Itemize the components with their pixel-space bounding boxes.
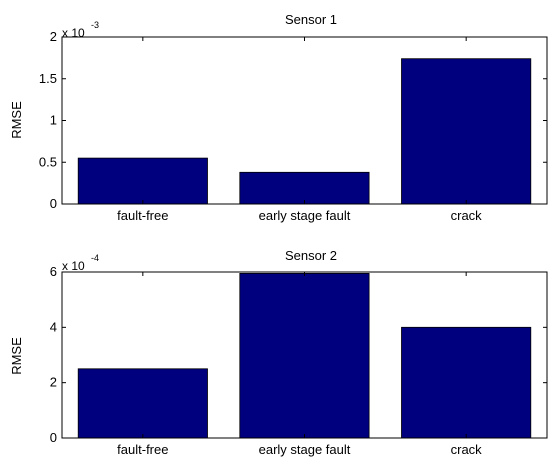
sensor-1-title: Sensor 1 (285, 12, 337, 27)
sensor-1-ytick-label-0: 0 (50, 196, 57, 211)
sensor-2-bars (77, 272, 532, 439)
sensor-2-exponent-base: x 10 (62, 259, 85, 273)
sensor-2-bar-1 (239, 272, 370, 439)
sensor-2-xtick-labels: fault-free early stage fault crack (117, 442, 482, 457)
sensor-2-title: Sensor 2 (285, 248, 337, 263)
sensor-2-xtick-label-1: early stage fault (259, 442, 351, 457)
sensor-2-xtick-label-0: fault-free (117, 442, 168, 457)
sensor-1-xtick-label-1: early stage fault (259, 208, 351, 223)
sensor-2-ytick-labels: 0 2 4 6 (50, 264, 57, 445)
sensor-1-bar-2 (401, 58, 532, 205)
sensor-1-xtick-label-0: fault-free (117, 208, 168, 223)
sensor-2-xtick-label-2: crack (451, 442, 483, 457)
sensor-1-bars (77, 58, 532, 205)
sensor-2-bar-2 (401, 326, 532, 439)
sensor-1-exponent-base: x 10 (62, 26, 85, 40)
sensor-2-bar-0 (77, 368, 208, 439)
sensor-2-ytick-label-2: 4 (50, 319, 57, 334)
sensor-1-ylabel: RMSE (9, 101, 24, 139)
sensor-1-xtick-label-2: crack (451, 208, 483, 223)
sensor-1-exponent-power: -3 (91, 20, 99, 30)
sensor-1-ytick-label-3: 1.5 (39, 71, 57, 86)
sensor-2-exponent-power: -4 (91, 253, 99, 263)
sensor-1-ytick-labels: 0 0.5 1 1.5 2 (39, 29, 57, 211)
sensor-2-chart: Sensor 2 x 10 -4 RMSE 0 2 4 6 fault-free ear… (9, 248, 548, 457)
sensor-1-bar-0 (77, 157, 208, 205)
sensor-2-ytick-label-1: 2 (50, 375, 57, 390)
sensor-2-exponent: x 10 -4 (62, 253, 99, 273)
sensor-1-xtick-labels: fault-free early stage fault crack (117, 208, 482, 223)
sensor-1-bar-1 (239, 171, 370, 205)
sensor-2-ytick-label-3: 6 (50, 264, 57, 279)
sensor-2-ytick-label-0: 0 (50, 430, 57, 445)
sensor-1-ytick-label-2: 1 (50, 113, 57, 128)
sensor-1-chart: Sensor 1 x 10 -3 RMSE 0 0.5 1 1.5 2 fault-fr… (9, 12, 548, 223)
sensor-1-ytick-label-4: 2 (50, 29, 57, 44)
sensor-2-axes (61, 271, 548, 439)
sensor-1-axes (61, 36, 548, 205)
sensor-1-ytick-label-1: 0.5 (39, 154, 57, 169)
sensor-2-ylabel: RMSE (9, 337, 24, 375)
